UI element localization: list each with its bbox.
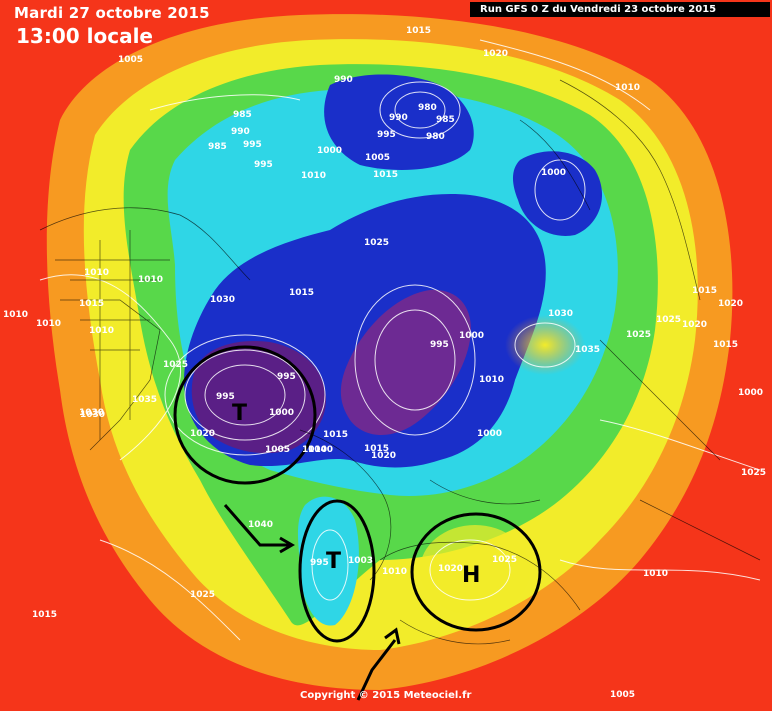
pressure-label: 1010 <box>138 275 163 285</box>
pressure-label: 1025 <box>656 315 681 325</box>
system-low-1: T <box>232 401 247 426</box>
field-purple-center <box>340 289 471 435</box>
pressure-label: 1030 <box>80 410 105 420</box>
pressure-label: 990 <box>231 127 250 137</box>
pressure-labels: 1015 1020 1005 990 985 980 990 985 995 9… <box>3 26 766 700</box>
pressure-label: 995 <box>254 160 273 170</box>
pressure-label: 1010 <box>36 319 61 329</box>
pressure-label: 1020 <box>371 451 396 461</box>
pressure-label: 1010 <box>301 171 326 181</box>
pressure-label: 1015 <box>364 444 389 454</box>
pressure-label: 1015 <box>406 26 431 36</box>
pressure-label: 1010 <box>479 375 504 385</box>
pressure-label: 1035 <box>575 345 600 355</box>
annotations <box>173 345 542 643</box>
pressure-label: 1003 <box>348 556 373 566</box>
pressure-label: 985 <box>436 115 455 125</box>
pressure-label: 1020 <box>438 564 463 574</box>
field-cyan-low <box>297 496 359 626</box>
pressure-label: 1005 <box>118 55 143 65</box>
isobars <box>39 39 761 641</box>
pressure-label: 1010 <box>382 567 407 577</box>
system-high: H <box>462 563 480 588</box>
pressure-label: 1005 <box>610 690 635 700</box>
coastlines <box>39 79 761 645</box>
pressure-label: 1010 <box>3 310 28 320</box>
annotation-arrows <box>223 504 401 701</box>
pressure-label: 995 <box>430 340 449 350</box>
pressure-label: 1015 <box>289 288 314 298</box>
pressure-label: 1025 <box>163 360 188 370</box>
pressure-label: 980 <box>426 132 445 142</box>
pressure-label: 1005 <box>365 153 390 163</box>
pressure-label: 985 <box>208 142 227 152</box>
pressure-label: 1005 <box>265 445 290 455</box>
pressure-label: 1015 <box>373 170 398 180</box>
pressure-label: 1040 <box>308 445 333 455</box>
field-high-europe <box>420 525 530 615</box>
pressure-label: 1000 <box>541 168 566 178</box>
pressure-label: 1000 <box>477 429 502 439</box>
arrow-1-icon <box>223 504 290 547</box>
pressure-label: 1010 <box>643 569 668 579</box>
pressure-label: 1010 <box>615 83 640 93</box>
pressure-label: 1040 <box>248 520 273 530</box>
system-low-2: T <box>326 549 341 574</box>
pressure-label: 1025 <box>364 238 389 248</box>
pressure-label: 1000 <box>459 331 484 341</box>
pressure-label: 1015 <box>32 610 57 620</box>
pressure-label: 1030 <box>79 408 104 418</box>
pressure-label: 1015 <box>79 299 104 309</box>
pressure-label: 1010 <box>84 268 109 278</box>
pressure-label: 1000 <box>269 408 294 418</box>
pressure-label: 1025 <box>741 468 766 478</box>
pressure-label: 985 <box>233 110 252 120</box>
annotation-circle-high <box>410 512 542 632</box>
arrow-1-head-icon <box>279 536 295 554</box>
pressure-label: 995 <box>216 392 235 402</box>
forecast-time: 13:00 locale <box>16 24 153 48</box>
pressure-label: 980 <box>418 103 437 113</box>
system-letters: T T H <box>232 401 480 588</box>
pressure-label: 1010 <box>302 445 327 455</box>
field-blue-north <box>324 74 474 170</box>
pressure-label: 995 <box>243 140 262 150</box>
arrow-2-icon <box>356 639 397 701</box>
pressure-label: 1025 <box>626 330 651 340</box>
pressure-label: 1025 <box>190 590 215 600</box>
pressure-label: 1030 <box>210 295 235 305</box>
pressure-label: 995 <box>277 372 296 382</box>
pressure-label: 1015 <box>713 340 738 350</box>
pressure-label: 990 <box>389 113 408 123</box>
pressure-label: 1025 <box>492 555 517 565</box>
copyright-notice: Copyright © 2015 Meteociel.fr <box>300 690 472 701</box>
pressure-label: 1015 <box>323 430 348 440</box>
pressure-label: 990 <box>334 75 353 85</box>
forecast-date: Mardi 27 octobre 2015 <box>14 4 210 22</box>
arrow-2-head-icon <box>384 627 401 645</box>
pressure-label: 1020 <box>682 320 707 330</box>
pressure-label: 1030 <box>548 309 573 319</box>
annotation-circle-low-1 <box>173 345 317 485</box>
annotation-circle-low-2 <box>298 499 376 643</box>
pressure-label: 1020 <box>190 429 215 439</box>
pressure-label: 1010 <box>89 326 114 336</box>
pressure-label: 1000 <box>738 388 763 398</box>
pressure-label: 995 <box>377 130 396 140</box>
pressure-label: 995 <box>310 558 329 568</box>
pressure-label: 1020 <box>718 299 743 309</box>
pressure-label: 1015 <box>692 286 717 296</box>
pressure-label: 1035 <box>132 395 157 405</box>
model-run-banner: Run GFS 0 Z du Vendredi 23 octobre 2015 <box>470 2 770 17</box>
field-high-center <box>505 315 585 375</box>
pressure-label: 1020 <box>483 49 508 59</box>
pressure-label: 1000 <box>317 146 342 156</box>
